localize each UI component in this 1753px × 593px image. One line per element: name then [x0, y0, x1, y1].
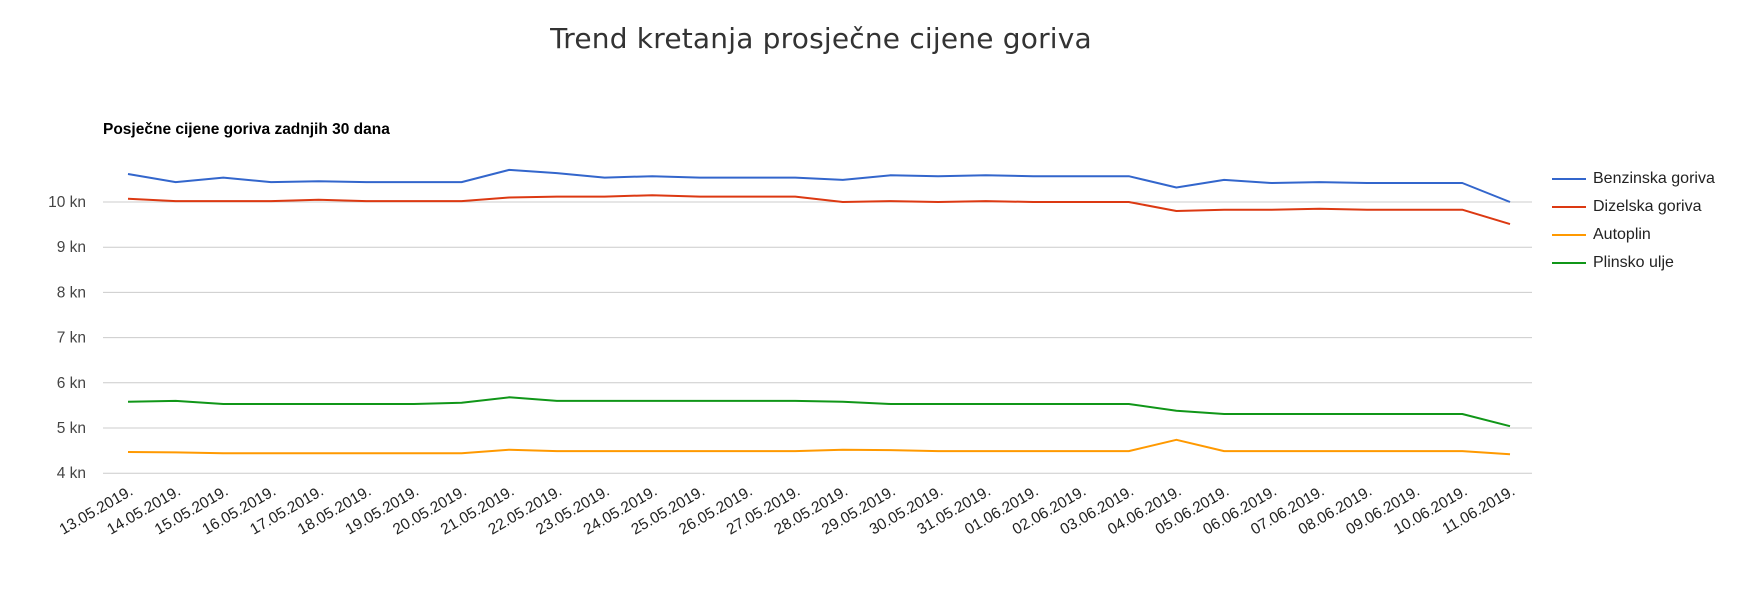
series-line-autoplin — [127, 438, 1511, 456]
page-title: Trend kretanja prosječne cijene goriva — [550, 22, 1092, 55]
legend-item[interactable]: Plinsko ulje — [1552, 249, 1715, 277]
gridlines — [103, 201, 1532, 474]
y-tick-label: 4 kn — [57, 465, 86, 482]
legend-item[interactable]: Dizelska goriva — [1552, 193, 1715, 221]
legend-label: Plinsko ulje — [1593, 254, 1674, 271]
legend-item[interactable]: Benzinska goriva — [1552, 165, 1715, 193]
legend-swatch — [1552, 178, 1586, 180]
legend-swatch — [1552, 262, 1586, 264]
legend-swatch — [1552, 206, 1586, 208]
legend-swatch — [1552, 234, 1586, 236]
x-axis-labels: 13.05.2019.14.05.2019.15.05.2019.16.05.2… — [57, 483, 1518, 539]
y-tick-label: 7 kn — [57, 330, 86, 347]
series-lines — [127, 168, 1511, 456]
series-line-plinsko-ulje — [127, 396, 1511, 428]
legend-label: Autoplin — [1593, 226, 1651, 243]
legend-label: Benzinska goriva — [1593, 170, 1715, 187]
y-axis-labels: 4 kn 5 kn 6 kn 7 kn 8 kn 9 kn 10 kn — [48, 194, 86, 482]
legend-label: Dizelska goriva — [1593, 198, 1702, 215]
y-tick-label: 8 kn — [57, 284, 86, 301]
chart-legend: Benzinska goriva Dizelska goriva Autoplin P… — [1552, 165, 1715, 277]
series-line-benzinska-goriva — [127, 168, 1511, 203]
y-tick-label: 5 kn — [57, 420, 86, 437]
y-tick-label: 9 kn — [57, 239, 86, 256]
series-line-dizelska-goriva — [127, 194, 1511, 226]
legend-item[interactable]: Autoplin — [1552, 221, 1715, 249]
y-tick-label: 6 kn — [57, 375, 86, 392]
y-tick-label: 10 kn — [48, 194, 86, 211]
chart-title: Posječne cijene goriva zadnjih 30 dana — [103, 121, 390, 138]
